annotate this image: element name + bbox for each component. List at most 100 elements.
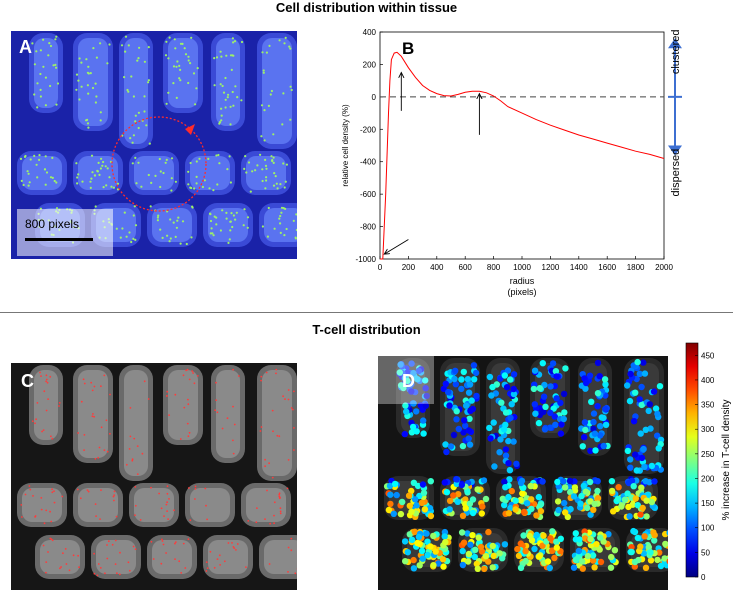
cell-dot (402, 558, 409, 565)
cell-dot (287, 546, 290, 549)
cell-dot (597, 534, 604, 541)
cell-dot (224, 98, 227, 101)
cell-dot (189, 186, 192, 189)
cell-dot (154, 174, 157, 177)
cell-dot (187, 59, 190, 62)
cell-dot (191, 205, 194, 208)
cell-dot (39, 49, 42, 52)
cell-dot (582, 379, 590, 387)
cell-dot (510, 438, 517, 445)
cell-dot (90, 177, 93, 180)
cell-dot (419, 555, 426, 562)
cell-dot (185, 369, 188, 372)
cell-dot (440, 385, 447, 393)
cell-dot (626, 513, 633, 520)
cell-dot (35, 163, 38, 166)
cell-dot (259, 153, 262, 156)
cell-dot (594, 403, 601, 410)
cell-dot (397, 361, 404, 368)
y-tick-label: -200 (360, 125, 377, 134)
cell-dot (232, 214, 235, 217)
cell-dot (251, 170, 254, 173)
cell-dot (165, 552, 168, 554)
cell-dot (166, 501, 169, 504)
cell-dot (566, 477, 574, 485)
cell-dot (540, 532, 547, 539)
cell-dot (166, 234, 169, 237)
cell-dot (282, 207, 285, 210)
cell-dot (588, 398, 595, 405)
cell-dot (264, 518, 266, 520)
cell-dot (546, 424, 554, 431)
cell-dot (42, 65, 45, 68)
cell-dot (215, 223, 218, 226)
cell-dot (132, 214, 135, 217)
cell-dot (76, 176, 79, 179)
cell-dot (50, 435, 52, 438)
cell-dot (78, 566, 80, 569)
cell-dot (502, 409, 510, 416)
cell-dot (174, 542, 176, 545)
cell-dot (278, 435, 281, 438)
cell-dot (141, 452, 144, 455)
cell-dot (596, 546, 603, 553)
cell-dot (504, 367, 512, 374)
cell-dot (147, 46, 150, 49)
x-tick-label: 1400 (570, 263, 588, 272)
cell-dot (562, 365, 569, 372)
cell-dot (651, 537, 658, 544)
cell-dot (271, 409, 274, 412)
cell-dot (235, 549, 237, 551)
cell-dot (216, 558, 219, 560)
cell-dot (178, 64, 181, 67)
panel-a-tissue-map: A 800 pixels (11, 31, 297, 259)
cell-dot (642, 564, 650, 571)
tissue-core (34, 38, 58, 108)
cell-dot (120, 44, 124, 47)
cell-dot (159, 170, 162, 173)
cell-dot (280, 206, 284, 209)
cell-dot (505, 437, 512, 445)
cell-dot (187, 435, 190, 438)
cell-dot (446, 402, 453, 409)
cell-dot (643, 497, 650, 504)
cell-dot (94, 82, 97, 85)
cell-dot (65, 563, 68, 565)
cell-dot (78, 98, 81, 101)
cell-dot (231, 37, 234, 40)
cell-dot (469, 496, 477, 503)
cell-dot (80, 61, 83, 64)
cell-dot (51, 437, 54, 440)
cell-dot (570, 493, 578, 500)
cell-dot (284, 398, 286, 400)
colorbar-tick-label: 0 (701, 573, 706, 582)
cell-dot (464, 376, 472, 383)
cell-dot (24, 154, 27, 158)
cell-dot (420, 430, 427, 437)
cell-dot (54, 38, 57, 41)
cell-dot (531, 401, 538, 408)
cell-dot (480, 477, 488, 484)
cell-dot (286, 487, 289, 490)
cell-dot (508, 487, 515, 495)
cell-dot (406, 502, 413, 509)
cell-dot (654, 410, 661, 418)
cell-dot (134, 224, 138, 227)
tissue-core (78, 156, 118, 190)
cell-dot (36, 176, 39, 179)
cell-dot (102, 160, 105, 164)
cell-dot (507, 376, 514, 383)
cell-dot (391, 480, 399, 488)
cell-dot (49, 84, 52, 88)
cell-dot (260, 379, 262, 382)
cell-dot (422, 377, 429, 384)
cell-dot (233, 423, 236, 426)
cell-dot (441, 533, 448, 540)
cell-dot (284, 36, 287, 39)
cell-dot (235, 211, 238, 214)
cell-dot (666, 558, 668, 565)
tissue-core (124, 38, 148, 144)
cell-dot (420, 417, 427, 424)
cell-dot (411, 496, 419, 503)
cell-dot (423, 530, 430, 537)
